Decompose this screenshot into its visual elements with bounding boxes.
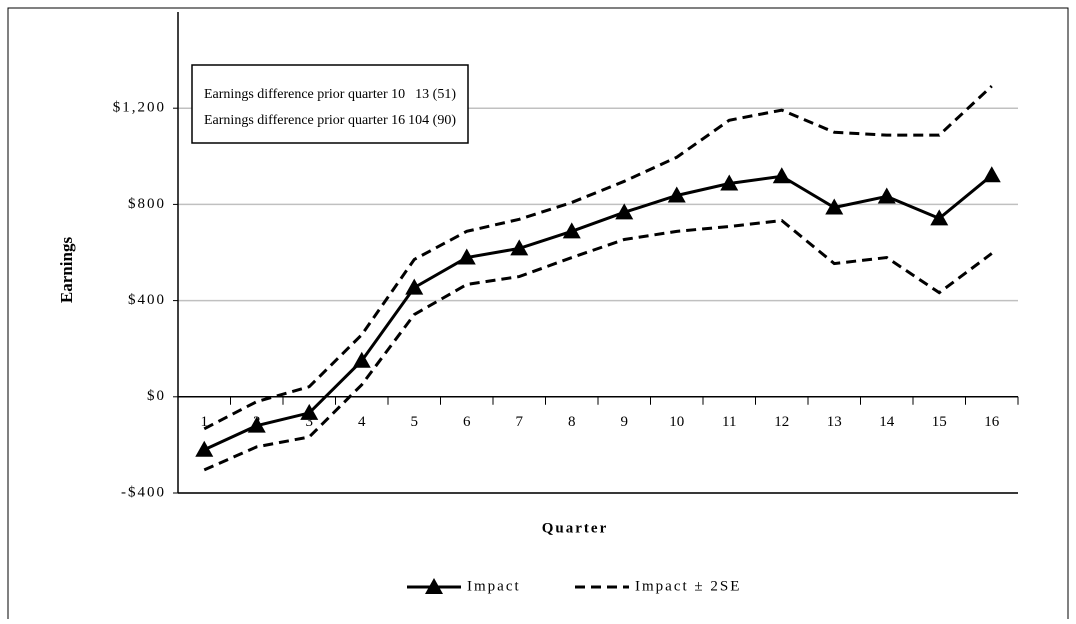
marker (825, 198, 844, 215)
annotation-value: 13 (51) (415, 87, 456, 102)
x-tick-label: 14 (879, 414, 895, 430)
legend-label: Impact (467, 578, 521, 594)
y-tick-label: $400 (128, 292, 166, 308)
marker (982, 166, 1001, 183)
x-tick-label: 6 (463, 414, 471, 430)
series-line (203, 218, 993, 472)
marker (300, 403, 319, 420)
series-line (203, 174, 993, 452)
x-axis-title: Quarter (542, 520, 608, 536)
x-tick-label: 15 (932, 414, 947, 430)
marker (247, 416, 266, 433)
series-line (203, 84, 993, 431)
legend-marker (425, 578, 443, 594)
x-tick-label: 16 (984, 414, 1000, 430)
marker (720, 174, 739, 191)
marker (667, 186, 686, 203)
y-tick-label: $0 (147, 388, 166, 404)
marker (405, 278, 424, 295)
y-tick-label: $1,200 (113, 100, 166, 116)
x-tick-label: 5 (411, 414, 419, 430)
frame (7, 7, 1069, 624)
y-tick-label: -$400 (121, 484, 166, 500)
annotation-label: Earnings difference prior quarter 10 (204, 87, 405, 102)
x-tick-label: 1 (201, 414, 209, 430)
x-tick-label: 13 (827, 414, 842, 430)
marker (877, 187, 896, 204)
x-tick-label: 10 (669, 414, 684, 430)
marker (510, 239, 529, 256)
annotation-box (191, 64, 469, 144)
legend-label: Impact ± 2SE (635, 578, 741, 594)
x-tick-label: 4 (358, 414, 366, 430)
marker (615, 203, 634, 220)
y-tick-label: $800 (128, 196, 166, 212)
marker (195, 440, 214, 457)
x-tick-label: 3 (306, 414, 314, 430)
x-tick-label: 8 (568, 414, 576, 430)
annotation-label: Earnings difference prior quarter 16 (204, 113, 405, 128)
marker (457, 248, 476, 265)
marker (930, 209, 949, 226)
x-tick-label: 9 (621, 414, 629, 430)
marker (352, 351, 371, 368)
annotation-value: 104 (90) (408, 113, 456, 128)
y-axis-title: Earnings (57, 237, 76, 304)
x-tick-label: 7 (516, 414, 524, 430)
x-tick-label: 11 (722, 414, 736, 430)
marker (562, 222, 581, 239)
x-tick-label: 12 (774, 414, 789, 430)
marker (772, 167, 791, 184)
